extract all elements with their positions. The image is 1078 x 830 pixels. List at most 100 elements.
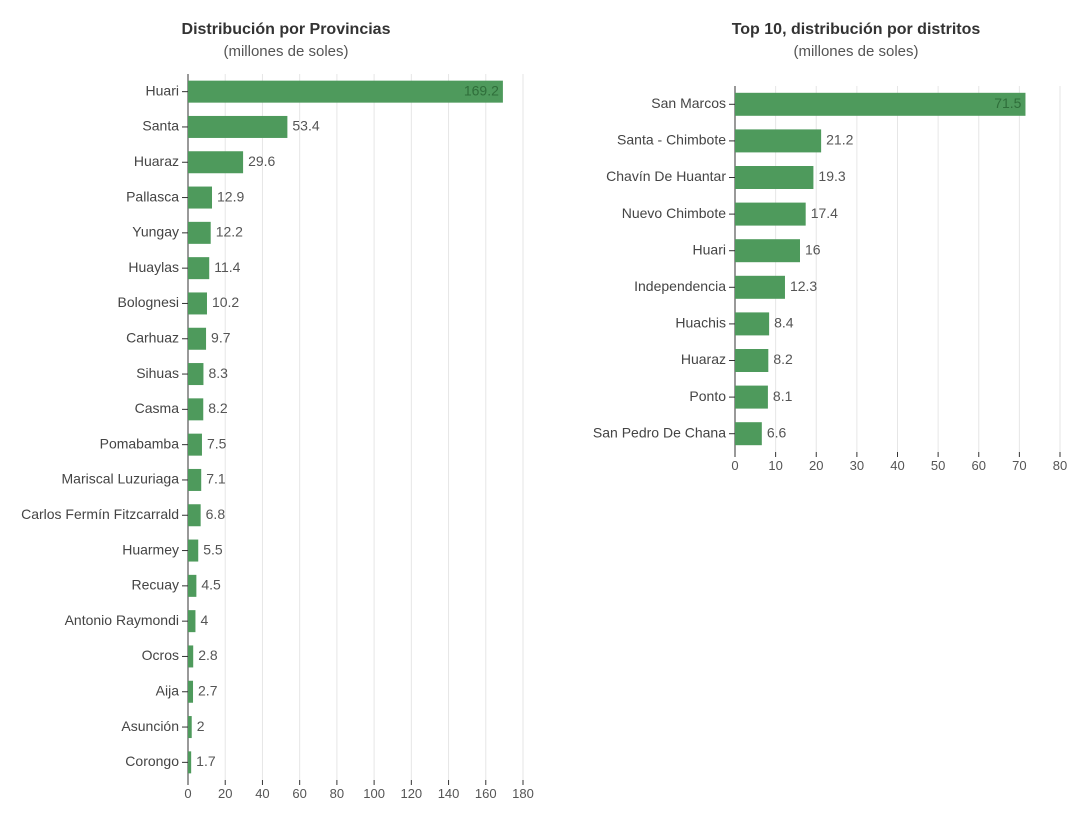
- provinces-bar: [188, 645, 194, 668]
- districts-category-label: San Pedro De Chana: [593, 424, 726, 440]
- districts-chart-title: Top 10, distribución por distritos: [732, 21, 981, 38]
- provinces-value-label: 5.5: [203, 541, 223, 557]
- districts-x-tick-label: 60: [972, 458, 986, 473]
- provinces-chart-title: Distribución por Provincias: [182, 21, 391, 38]
- provinces-value-label: 9.7: [211, 329, 231, 345]
- districts-bar: [735, 202, 806, 226]
- districts-value-label: 6.6: [767, 424, 787, 440]
- provinces-value-label: 12.2: [216, 224, 243, 240]
- districts-bar: [735, 275, 785, 299]
- provinces-value-label: 2.8: [198, 647, 218, 663]
- provinces-value-label: 8.3: [208, 365, 228, 381]
- districts-x-tick-label: 10: [768, 458, 782, 473]
- districts-x-tick-label: 80: [1053, 458, 1067, 473]
- provinces-bar: [188, 80, 503, 103]
- provinces-category-label: Santa: [142, 118, 179, 134]
- districts-bar: [735, 129, 822, 153]
- provinces-value-label: 4.5: [201, 577, 221, 593]
- districts-chart: Top 10, distribución por distritos (mill…: [560, 0, 1078, 500]
- districts-x-tick-label: 50: [931, 458, 945, 473]
- provinces-x-tick-label: 140: [438, 786, 460, 801]
- provinces-bar: [188, 292, 207, 315]
- provinces-category-label: Bolognesi: [118, 294, 180, 310]
- provinces-bar: [188, 327, 207, 350]
- provinces-bar: [188, 468, 202, 491]
- districts-bar: [735, 385, 768, 409]
- districts-value-label: 8.1: [773, 388, 793, 404]
- districts-category-label: Nuevo Chimbote: [622, 205, 726, 221]
- provinces-category-label: Asunción: [121, 718, 179, 734]
- provinces-x-tick-label: 160: [475, 786, 497, 801]
- provinces-bar: [188, 574, 197, 597]
- provinces-category-label: Aija: [156, 682, 180, 698]
- provinces-value-label: 6.8: [206, 506, 226, 522]
- provinces-bar: [188, 504, 201, 527]
- provinces-bar: [188, 716, 192, 739]
- provinces-category-label: Mariscal Luzuriaga: [62, 471, 180, 487]
- districts-category-label: Independencia: [634, 278, 726, 294]
- provinces-bar: [188, 539, 199, 562]
- districts-category-label: Huaraz: [681, 351, 726, 367]
- provinces-bar: [188, 751, 192, 774]
- provinces-x-tick-label: 180: [512, 786, 534, 801]
- provinces-bar: [188, 221, 211, 244]
- provinces-chart-svg: Distribución por Provincias (millones de…: [21, 21, 534, 801]
- provinces-value-label: 11.4: [214, 259, 240, 275]
- districts-category-label: Ponto: [689, 388, 726, 404]
- provinces-value-label: 169.2: [464, 82, 499, 98]
- provinces-value-label: 10.2: [212, 294, 239, 310]
- provinces-bar: [188, 610, 196, 633]
- provinces-category-label: Corongo: [125, 753, 179, 769]
- provinces-x-tick-label: 20: [218, 786, 232, 801]
- provinces-x-tick-label: 120: [400, 786, 422, 801]
- provinces-bar: [188, 363, 204, 386]
- districts-bar: [735, 239, 800, 263]
- districts-x-tick-label: 0: [731, 458, 738, 473]
- districts-value-label: 17.4: [811, 205, 838, 221]
- districts-value-label: 19.3: [818, 168, 845, 184]
- provinces-bar: [188, 257, 210, 280]
- provinces-bar: [188, 680, 194, 703]
- districts-value-label: 16: [805, 241, 821, 257]
- districts-value-label: 8.4: [774, 315, 794, 331]
- provinces-category-label: Yungay: [132, 224, 179, 240]
- provinces-category-label: Carhuaz: [126, 329, 179, 345]
- districts-category-label: Chavín De Huantar: [606, 168, 726, 184]
- provinces-bar: [188, 398, 204, 421]
- districts-value-label: 21.2: [826, 132, 853, 148]
- provinces-category-label: Carlos Fermín Fitzcarrald: [21, 506, 179, 522]
- districts-value-label: 71.5: [994, 95, 1021, 111]
- provinces-category-label: Huaylas: [128, 259, 179, 275]
- provinces-value-label: 7.5: [207, 435, 227, 451]
- districts-value-label: 8.2: [773, 351, 793, 367]
- provinces-bar: [188, 151, 244, 174]
- districts-bar: [735, 166, 814, 189]
- provinces-value-label: 29.6: [248, 153, 275, 169]
- provinces-value-label: 1.7: [196, 753, 216, 769]
- provinces-chart-subtitle: (millones de soles): [223, 43, 348, 60]
- districts-category-label: Santa - Chimbote: [617, 132, 726, 148]
- districts-chart-svg: Top 10, distribución por distritos (mill…: [593, 21, 1067, 473]
- districts-category-label: Huachis: [675, 315, 726, 331]
- provinces-category-label: Ocros: [142, 647, 179, 663]
- provinces-value-label: 53.4: [292, 118, 319, 134]
- provinces-value-label: 2: [197, 718, 205, 734]
- districts-bar: [735, 312, 770, 336]
- provinces-category-label: Sihuas: [136, 365, 179, 381]
- provinces-bar: [188, 186, 213, 209]
- districts-bar: [735, 349, 769, 372]
- provinces-bar: [188, 433, 202, 456]
- provinces-category-label: Huarmey: [122, 541, 179, 557]
- provinces-value-label: 4: [200, 612, 208, 628]
- provinces-x-tick-label: 60: [292, 786, 306, 801]
- districts-plot-area: 0 10 20 30 40 50 60 70 80 San Marcos 71.5 Santa - C…: [593, 86, 1067, 473]
- provinces-category-label: Pallasca: [126, 188, 179, 204]
- districts-value-label: 12.3: [790, 278, 817, 294]
- provinces-plot-area: 0 20 40 60 80 100 120 140 160 180 Huari 169.2 Santa 5…: [21, 74, 534, 801]
- provinces-x-tick-label: 80: [330, 786, 344, 801]
- districts-x-tick-label: 20: [809, 458, 823, 473]
- provinces-x-tick-label: 100: [363, 786, 385, 801]
- districts-x-tick-label: 70: [1012, 458, 1026, 473]
- districts-bar: [735, 92, 1026, 116]
- provinces-category-label: Huari: [146, 82, 179, 98]
